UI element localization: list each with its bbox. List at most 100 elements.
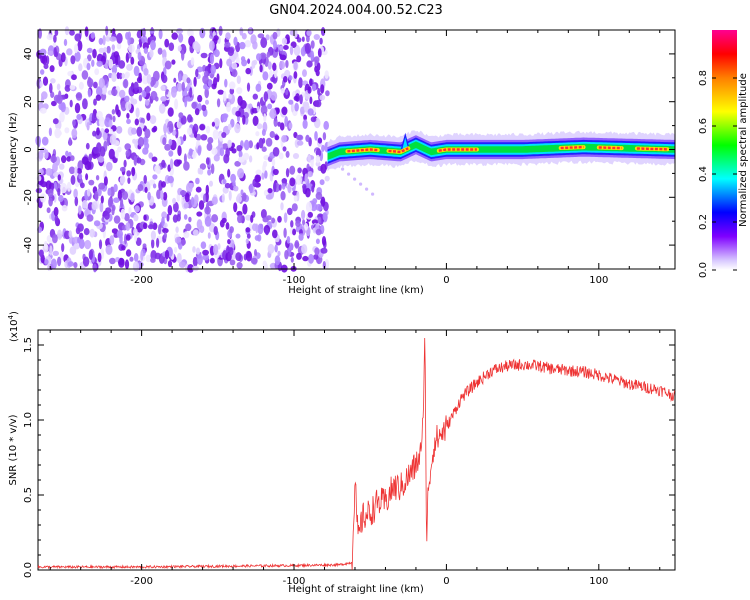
noise-blob <box>119 166 126 172</box>
noise-blob <box>263 91 269 102</box>
noise-blob <box>297 167 302 174</box>
noise-blob <box>296 55 302 63</box>
noise-blob <box>285 168 290 178</box>
noise-blob <box>163 123 168 134</box>
noise-blob <box>291 203 298 212</box>
noise-blob <box>289 45 294 56</box>
noise-blob <box>81 70 89 80</box>
noise-blob <box>163 191 168 201</box>
noise-blob <box>109 36 117 42</box>
noise-blob <box>205 202 210 213</box>
noise-blob <box>95 175 100 181</box>
noise-blob <box>312 198 318 204</box>
noise-blob <box>272 229 278 239</box>
noise-blob <box>168 150 174 157</box>
noise-blob <box>117 146 122 153</box>
noise-blob <box>226 101 232 113</box>
noise-blob <box>88 179 95 186</box>
noise-blob <box>69 29 75 36</box>
noise-trail-dot <box>341 167 345 171</box>
colorbar-label: Normalized spectral amplitude <box>738 73 749 227</box>
noise-blob <box>47 188 54 198</box>
noise-blob <box>304 42 311 54</box>
noise-blob <box>84 209 89 217</box>
noise-blob <box>257 223 264 235</box>
noise-blob <box>242 192 247 202</box>
noise-blob <box>180 190 187 196</box>
noise-blob <box>237 168 245 179</box>
noise-blob <box>243 139 250 151</box>
noise-blob <box>133 81 139 92</box>
y-tick-label: 40 <box>23 48 34 61</box>
noise-blob <box>320 84 325 94</box>
noise-blob <box>88 249 94 260</box>
noise-blob <box>278 184 282 191</box>
noise-blob <box>74 51 81 62</box>
noise-blob <box>211 147 218 155</box>
noise-blob <box>288 99 294 105</box>
noise-blob <box>228 190 232 201</box>
noise-blob <box>295 220 301 228</box>
noise-blob <box>138 72 142 82</box>
noise-blob <box>251 60 256 69</box>
noise-blob <box>52 118 59 125</box>
noise-blob <box>142 222 148 230</box>
noise-blob <box>86 62 91 71</box>
noise-blob <box>181 49 185 61</box>
noise-blob <box>259 64 263 73</box>
noise-blob <box>97 252 102 263</box>
noise-blob <box>78 173 83 180</box>
noise-blob <box>176 213 181 222</box>
x-tick-label: 0 <box>443 576 449 587</box>
noise-blob <box>267 188 273 194</box>
noise-blob <box>217 89 224 95</box>
noise-blob <box>109 235 115 245</box>
noise-blob <box>133 65 140 77</box>
noise-blob <box>186 77 191 84</box>
noise-blob <box>187 114 193 123</box>
noise-blob <box>77 223 84 232</box>
noise-blob <box>288 122 293 130</box>
noise-blob <box>317 62 321 71</box>
noise-blob <box>127 177 131 185</box>
noise-blob <box>54 214 59 225</box>
noise-blob <box>190 196 195 206</box>
noise-blob <box>38 28 42 39</box>
noise-blob <box>266 82 273 90</box>
noise-blob <box>149 49 154 58</box>
noise-blob <box>263 160 268 168</box>
noise-blob <box>227 47 234 56</box>
noise-blob <box>211 121 215 127</box>
noise-blob <box>57 188 61 196</box>
noise-blob <box>114 150 119 159</box>
noise-blob <box>304 223 309 231</box>
noise-blob <box>125 249 132 257</box>
x-tick-label: -200 <box>130 576 153 587</box>
noise-blob <box>134 205 140 213</box>
noise-blob <box>120 208 126 220</box>
noise-blob <box>196 219 203 230</box>
noise-blob <box>126 118 131 125</box>
noise-blob <box>311 219 319 225</box>
noise-blob <box>175 226 179 233</box>
noise-blob <box>71 74 77 81</box>
noise-blob <box>280 190 286 201</box>
noise-blob <box>98 239 103 250</box>
noise-blob <box>217 243 221 250</box>
noise-blob <box>213 226 218 236</box>
noise-blob <box>116 125 123 134</box>
noise-blob <box>266 215 272 221</box>
noise-blob <box>183 134 187 142</box>
noise-blob <box>202 254 210 261</box>
noise-blob <box>109 128 114 135</box>
noise-blob <box>324 259 330 270</box>
noise-blob <box>178 261 186 268</box>
noise-blob <box>151 156 158 162</box>
noise-blob <box>44 149 49 159</box>
noise-blob <box>250 214 254 223</box>
noise-blob <box>313 34 320 40</box>
noise-blob <box>180 239 186 246</box>
noise-blob <box>93 98 97 106</box>
noise-blob <box>162 137 167 146</box>
noise-blob <box>235 110 241 117</box>
